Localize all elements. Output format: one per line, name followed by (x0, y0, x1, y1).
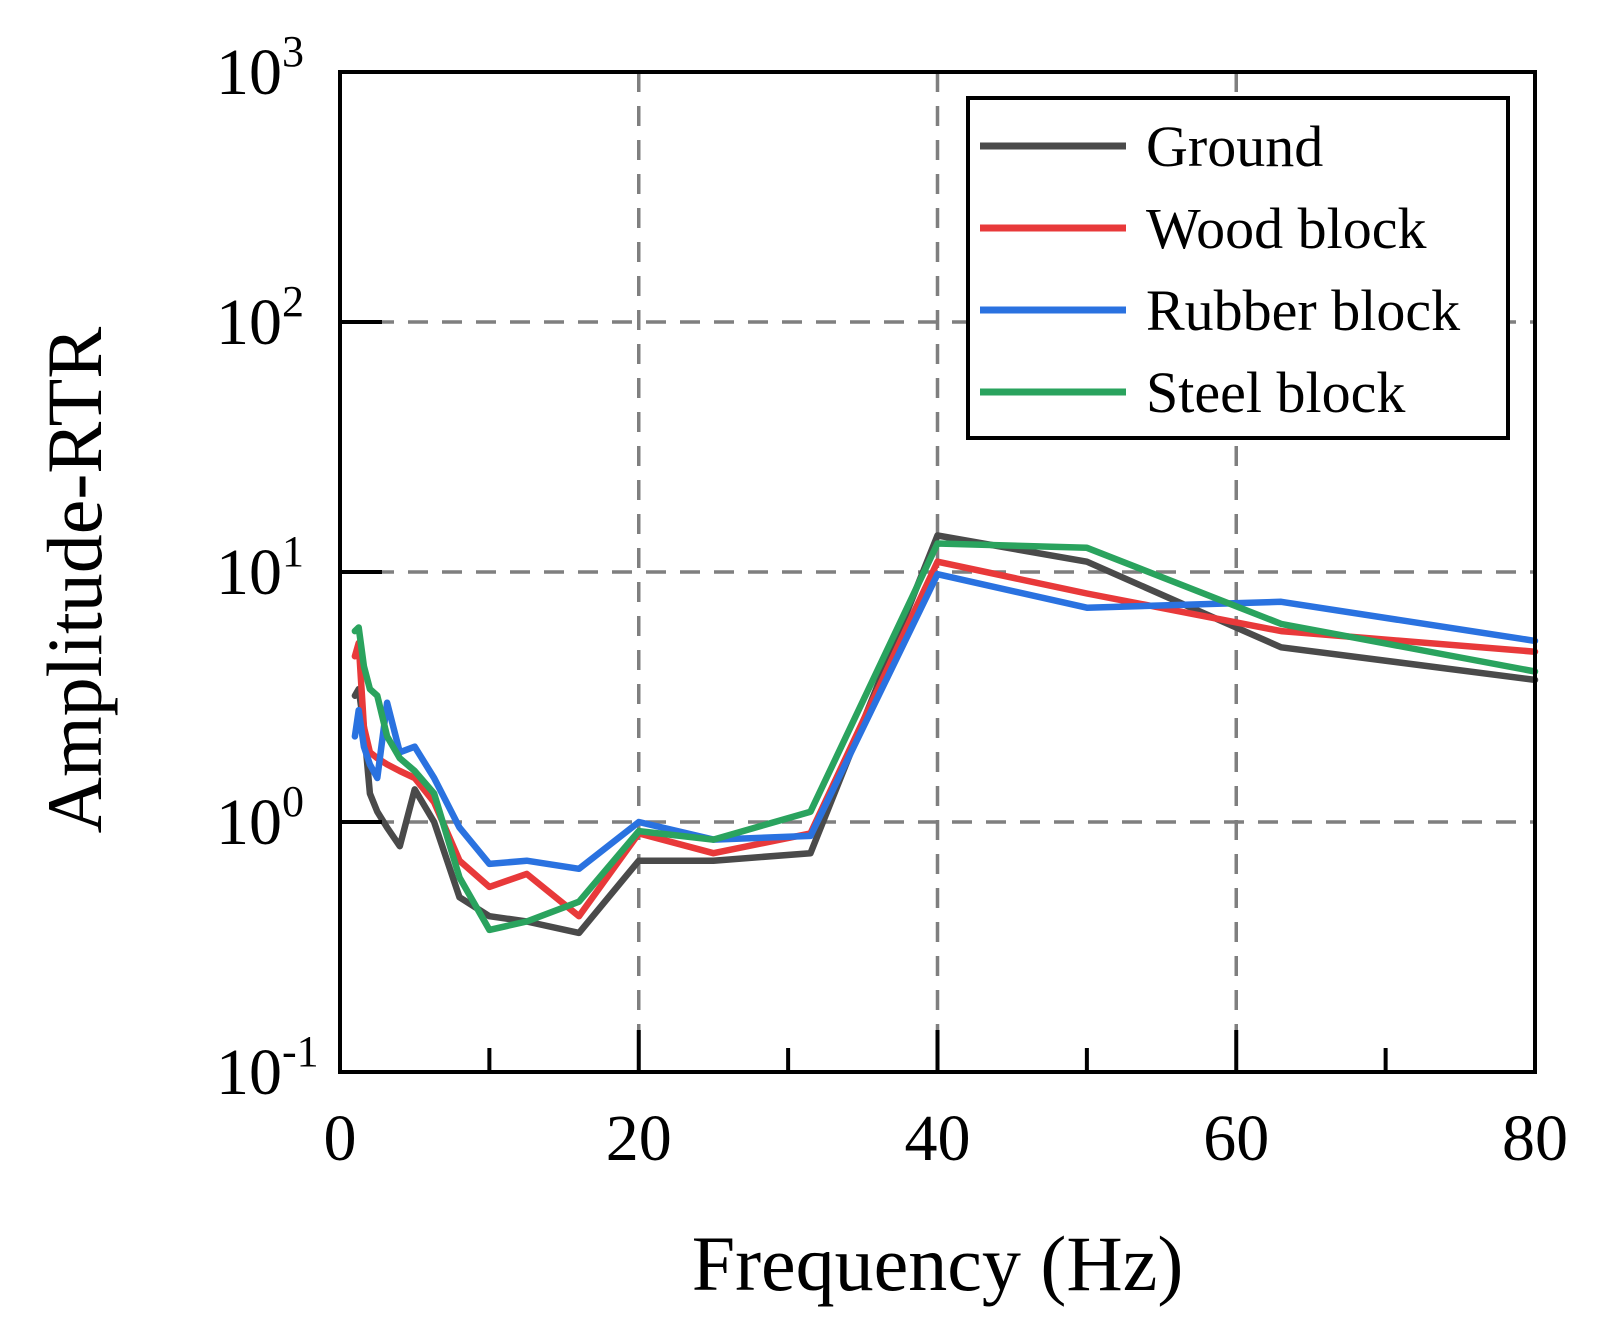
legend-label-rubber-block: Rubber block (1146, 278, 1460, 343)
y-tick-label: 10 0 (216, 777, 304, 859)
y-tick-label: 10 1 (216, 527, 304, 609)
series-line-steel-block (351, 540, 1539, 934)
y-tick-label-exponent: 2 (282, 277, 304, 326)
x-tick-label: 20 (606, 1102, 672, 1175)
y-tick-label-exponent: 0 (282, 777, 304, 826)
y-tick-label-base: 10 (216, 786, 282, 859)
x-tick-label: 80 (1502, 1102, 1568, 1175)
y-axis-title: Amplitude-RTR (31, 327, 118, 834)
legend: Ground Wood block Rubber block Steel block (966, 96, 1510, 440)
y-tick-label: 10 2 (216, 277, 304, 359)
legend-label-steel-block: Steel block (1146, 360, 1405, 425)
x-tick-labels: 0 20 40 60 80 (324, 1102, 1569, 1175)
y-tick-label-base: 10 (216, 1036, 282, 1109)
x-tick-label: 0 (324, 1102, 357, 1175)
legend-label-wood-block: Wood block (1146, 196, 1426, 261)
y-tick-label: 10 3 (216, 27, 304, 109)
y-tick-label-base: 10 (216, 536, 282, 609)
legend-label-ground: Ground (1146, 114, 1323, 179)
axis-ticks (340, 320, 1388, 1072)
y-tick-label-exponent: -1 (282, 1027, 319, 1076)
series-line-wood-block (351, 558, 1539, 920)
y-tick-label-base: 10 (216, 286, 282, 359)
series-layer (351, 532, 1539, 937)
x-tick-label: 40 (905, 1102, 971, 1175)
legend-box (966, 96, 1510, 440)
x-axis-title: Frequency (Hz) (692, 1220, 1184, 1307)
y-tick-label-base: 10 (216, 36, 282, 109)
y-tick-label-exponent: 3 (282, 27, 304, 76)
series-line-rubber-block (351, 570, 1539, 873)
y-tick-label-exponent: 1 (282, 527, 304, 576)
y-tick-label: 10 -1 (216, 1027, 319, 1109)
x-tick-label: 60 (1203, 1102, 1269, 1175)
